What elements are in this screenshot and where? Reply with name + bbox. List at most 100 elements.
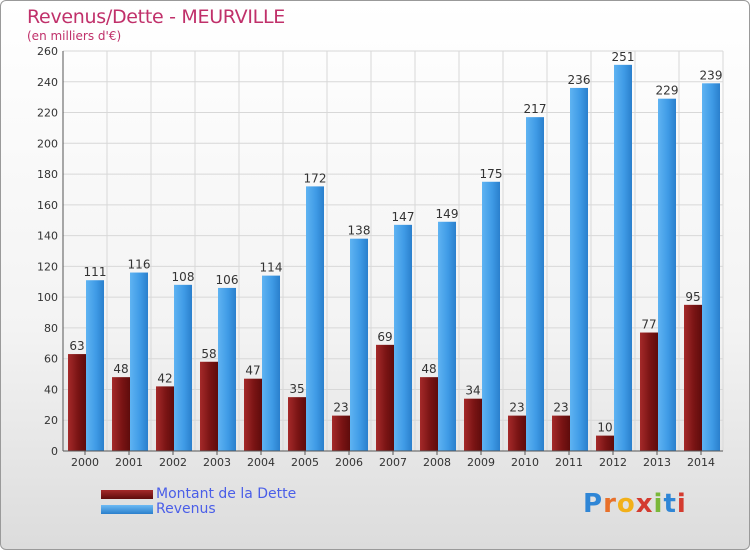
bar-revenue [86,280,104,451]
bar-debt-value-label: 69 [377,330,392,344]
bar-debt [464,398,482,451]
bar-debt-value-label: 34 [465,384,480,398]
bar-revenue [658,98,676,451]
legend-label-debt: Montant de la Dette [156,486,297,502]
bar-revenue-value-label: 175 [480,167,503,181]
bar-revenue [702,83,720,452]
x-tick-label: 2009 [467,456,495,469]
bar-debt [68,354,86,451]
legend-swatch-debt [101,490,153,499]
x-tick-label: 2013 [643,456,671,469]
bar-revenue-value-label: 229 [656,84,679,98]
bar-revenue [614,64,632,451]
bar-revenue [262,275,280,451]
bar-revenue-value-label: 149 [436,207,459,221]
bar-revenue [306,186,324,451]
x-tick-label: 2000 [71,456,99,469]
bar-revenue-value-label: 111 [84,265,107,279]
legend-label-revenue: Revenus [156,501,216,517]
logo-letter: o [616,489,636,519]
x-tick-label: 2010 [511,456,539,469]
y-tick-label: 40 [44,383,58,396]
bar-revenue-value-label: 236 [568,73,591,87]
bar-debt-value-label: 48 [421,362,436,376]
y-tick-label: 140 [37,230,58,243]
bar-debt-value-label: 63 [69,339,84,353]
logo-letter: i [653,489,664,519]
y-tick-label: 0 [51,445,58,458]
x-tick-label: 2001 [115,456,143,469]
bar-revenue [482,181,500,451]
bar-revenue [218,287,236,451]
bar-revenue-value-label: 239 [700,68,723,82]
logo-letter: t [663,489,677,519]
bar-revenue-value-label: 217 [524,102,547,116]
y-tick-label: 80 [44,322,58,335]
x-tick-label: 2005 [291,456,319,469]
bar-debt [244,378,262,451]
bar-debt [376,344,394,451]
bar-debt [112,377,130,451]
y-tick-label: 20 [44,414,58,427]
bar-revenue-value-label: 114 [260,261,283,275]
bar-debt-value-label: 23 [509,401,524,415]
bar-debt-value-label: 77 [641,318,656,332]
y-tick-label: 60 [44,353,58,366]
label-layer: 63 111 48 116 42 108 58 106 47 114 35 172 23 138 69 147… [69,50,722,435]
bar-revenue-value-label: 106 [216,273,239,287]
bar-layer [68,64,720,452]
x-tick-label: 2002 [159,456,187,469]
logo-letter: i [676,489,687,519]
bar-debt [156,386,174,451]
x-tick-label: 2011 [555,456,583,469]
bar-revenue-value-label: 108 [172,270,195,284]
bar-debt-value-label: 47 [245,364,260,378]
legend-swatch-revenue [101,505,153,514]
logo-letter: r [603,489,617,519]
y-tick-label: 260 [37,45,58,58]
y-tick-label: 200 [37,137,58,150]
proxiti-logo: Proxiti [583,489,687,519]
bar-debt-value-label: 42 [157,371,172,385]
bar-debt [684,304,702,451]
bar-debt [200,361,218,451]
bar-debt [420,377,438,451]
x-tick-label: 2012 [599,456,627,469]
bar-revenue [438,221,456,451]
bar-revenue [350,238,368,451]
bar-revenue [174,284,192,451]
bar-debt-value-label: 58 [201,347,216,361]
y-tick-label: 180 [37,168,58,181]
logo-letter: P [583,489,604,519]
bar-debt [288,397,306,451]
bar-debt [508,415,526,451]
x-tick-label: 2006 [335,456,363,469]
chart-title: Revenus/Dette - MEURVILLE [27,6,285,28]
bar-debt-value-label: 23 [553,401,568,415]
bar-revenue-value-label: 138 [348,224,371,238]
y-tick-label: 100 [37,291,58,304]
x-tick-label: 2003 [203,456,231,469]
bar-debt-value-label: 10 [597,421,612,435]
x-tick-label: 2007 [379,456,407,469]
bar-debt [596,435,614,451]
x-tick-label: 2004 [247,456,275,469]
bar-debt-value-label: 35 [289,382,304,396]
x-tick-label: 2008 [423,456,451,469]
x-tick-label: 2014 [687,456,715,469]
axis-layer: 0 20 40 60 80 100 120 140 160 180 200 220 240 260 2000… [37,45,723,469]
bar-debt [640,332,658,451]
logo-letter: x [635,489,654,519]
chart-subtitle: (en milliers d'€) [27,29,122,43]
bar-debt-value-label: 48 [113,362,128,376]
bar-revenue [526,117,544,452]
bar-debt [552,415,570,451]
y-tick-label: 240 [37,76,58,89]
y-tick-label: 120 [37,260,58,273]
bar-revenue-value-label: 116 [128,258,151,272]
bar-revenue-value-label: 172 [304,171,327,185]
y-tick-label: 160 [37,199,58,212]
bar-revenue-value-label: 251 [612,50,635,64]
